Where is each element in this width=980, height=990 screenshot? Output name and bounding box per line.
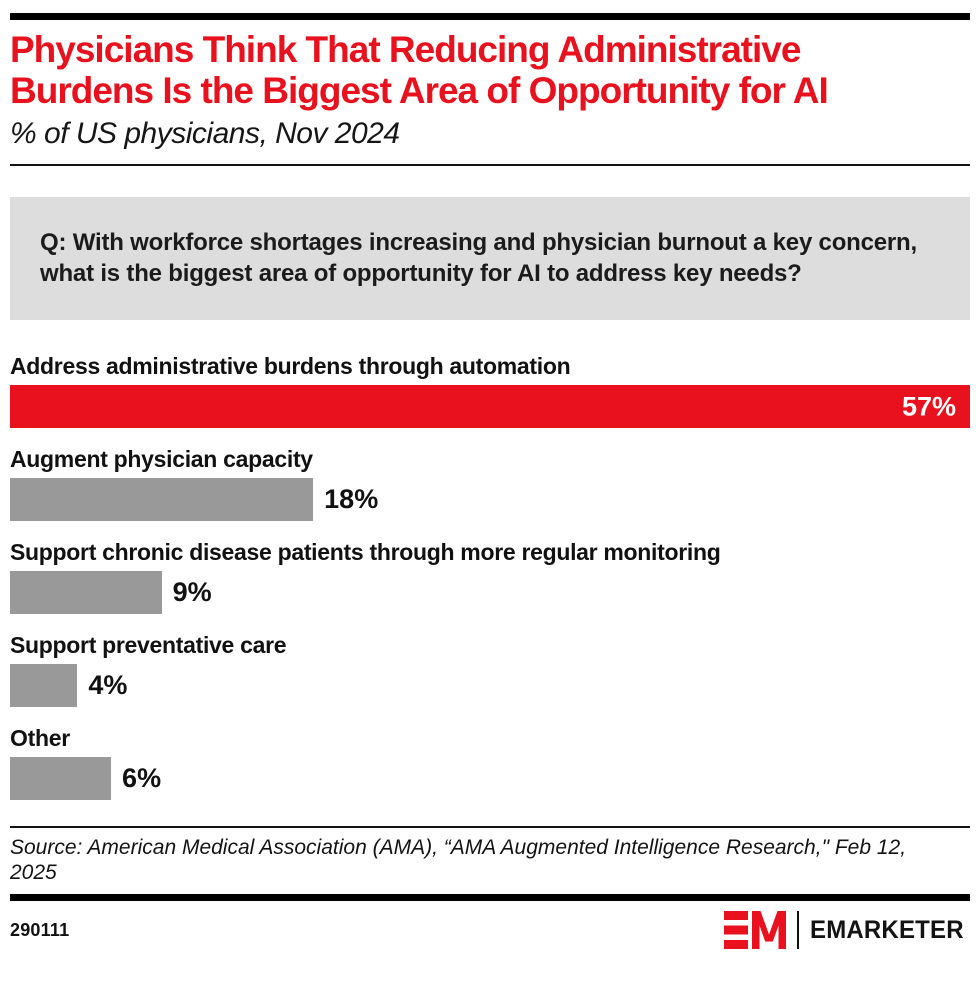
bar-row-chronic-disease: Support chronic disease patients through… [10,539,970,614]
emarketer-logo: EMARKETER [723,910,970,950]
chart-page: Physicians Think That Reducing Administr… [0,13,980,951]
top-accent-bar [10,13,970,20]
footer: 290111 EMARKETER [10,909,970,951]
bottom-accent-bar [10,894,970,901]
bar-chronic-disease [10,571,162,614]
survey-question-box: Q: With workforce shortages increasing a… [10,197,970,320]
bar-value-label: 4% [88,670,128,700]
bar-value-label: 6% [122,763,162,793]
logo-divider [796,911,799,949]
brand-wordmark: EMARKETER [809,915,964,944]
source-note: Source: American Medical Association (AM… [10,836,907,884]
bar-category-label: Other [10,725,70,751]
header-divider [10,164,970,166]
bar-category-label: Address administrative burdens through a… [10,353,571,379]
page-title-line-2: Burdens Is the Biggest Area of Opportuni… [10,70,829,111]
chart-subtitle: % of US physicians, Nov 2024 [10,117,400,150]
bar-track: 18% [10,478,970,521]
bar-track: 57% [10,385,970,428]
page-title-line-1: Physicians Think That Reducing Administr… [10,29,801,70]
bar-row-other: Other 6% [10,725,970,800]
source-divider [10,826,970,828]
bar-track: 4% [10,664,970,707]
bar-category-label: Augment physician capacity [10,446,313,472]
bar-value-label: 57% [901,391,956,421]
bar-row-preventative-care: Support preventative care 4% [10,632,970,707]
bar-row-augment-capacity: Augment physician capacity 18% [10,446,970,521]
bar-value-label: 18% [324,484,379,514]
bar-track: 6% [10,757,970,800]
bar-track: 9% [10,571,970,614]
bar-category-label: Support preventative care [10,632,287,658]
bar-chart: Address administrative burdens through a… [10,353,970,800]
bar-row-administrative-burdens: Address administrative burdens through a… [10,353,970,428]
bar-other [10,757,112,800]
chart-id: 290111 [10,919,70,940]
bar-category-label: Support chronic disease patients through… [10,539,721,565]
bar-preventative-care [10,664,78,707]
page-title: Physicians Think That Reducing Administr… [10,29,970,111]
bar-augment-capacity [10,478,314,521]
bar-administrative-burdens: 57% [10,385,970,428]
bar-value-label: 9% [172,577,212,607]
em-monogram-icon [723,910,786,950]
